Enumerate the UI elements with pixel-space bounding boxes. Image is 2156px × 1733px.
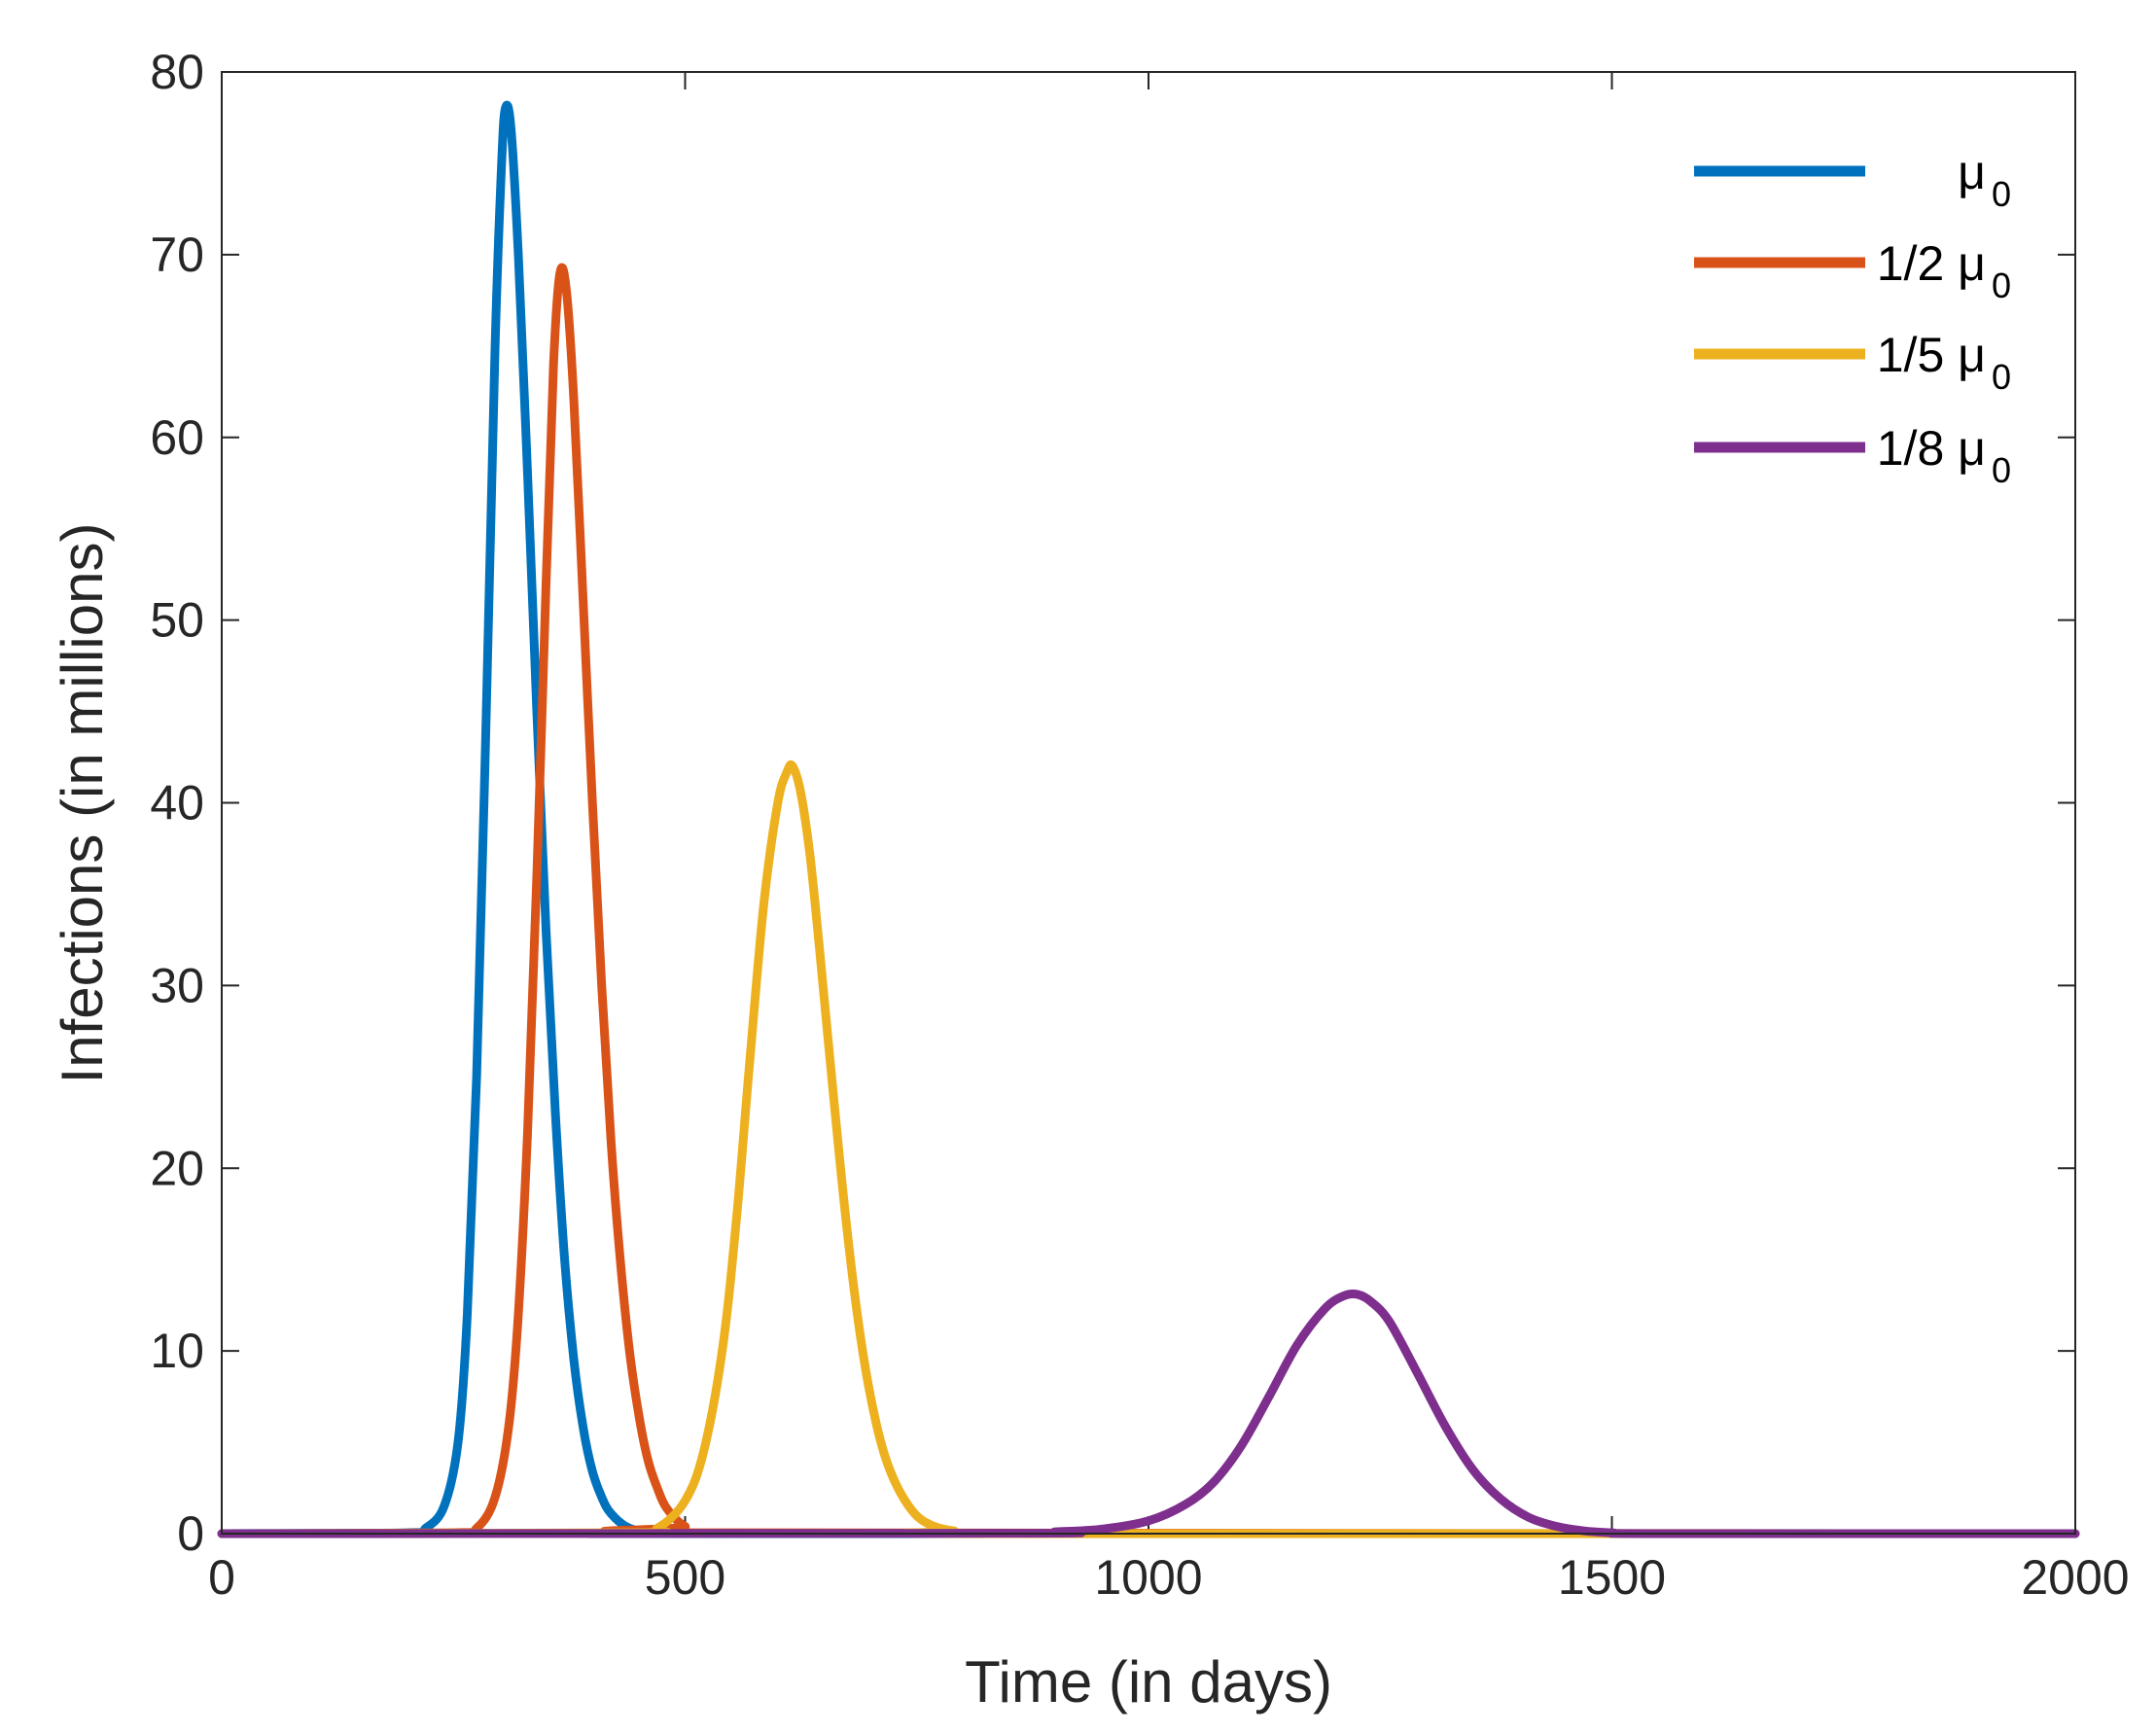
y-tick-label: 0 (177, 1506, 204, 1561)
y-tick-label: 80 (150, 45, 204, 99)
y-tick-label: 70 (150, 228, 204, 282)
x-tick-label: 1500 (1558, 1550, 1666, 1605)
legend-symbol-3: μ (1958, 421, 1986, 476)
y-tick-label: 10 (150, 1324, 204, 1378)
legend-subscript-1: 0 (1992, 265, 2011, 305)
legend-text-3: 1/8 (1877, 421, 1958, 476)
legend-symbol-1: μ (1958, 236, 1986, 291)
legend-text-2: 1/5 (1877, 328, 1958, 382)
y-tick-label: 40 (150, 776, 204, 831)
series-line-1 (217, 263, 2080, 1538)
legend-text-1: 1/2 (1877, 236, 1958, 291)
y-tick-labels: 0 10 20 30 40 50 60 70 80 (150, 45, 204, 1561)
x-axis-label: Time (in days) (965, 1649, 1332, 1715)
x-tick-label: 2000 (2021, 1550, 2129, 1605)
legend-subscript-3: 0 (1992, 450, 2011, 490)
legend-subscript-0: 0 (1992, 174, 2011, 214)
x-tick-labels: 0 500 1000 1500 2000 (208, 1550, 2130, 1605)
plot-frame (221, 71, 2076, 1535)
y-tick-label: 50 (150, 593, 204, 648)
legend-symbol-2: μ (1958, 328, 1986, 382)
x-tick-label: 0 (208, 1550, 235, 1605)
legend-subscript-2: 0 (1992, 357, 2011, 397)
x-tick-label: 1000 (1094, 1550, 1202, 1605)
y-tick-label: 20 (150, 1141, 204, 1195)
y-axis-label: Infections (in millions) (50, 523, 115, 1084)
series-lines (217, 100, 2080, 1538)
y-tick-label: 30 (150, 958, 204, 1012)
legend-symbol-0: μ (1958, 145, 1986, 199)
x-tick-label: 500 (645, 1550, 725, 1605)
y-tick-label: 60 (150, 410, 204, 465)
series-line-3 (217, 1289, 2080, 1538)
